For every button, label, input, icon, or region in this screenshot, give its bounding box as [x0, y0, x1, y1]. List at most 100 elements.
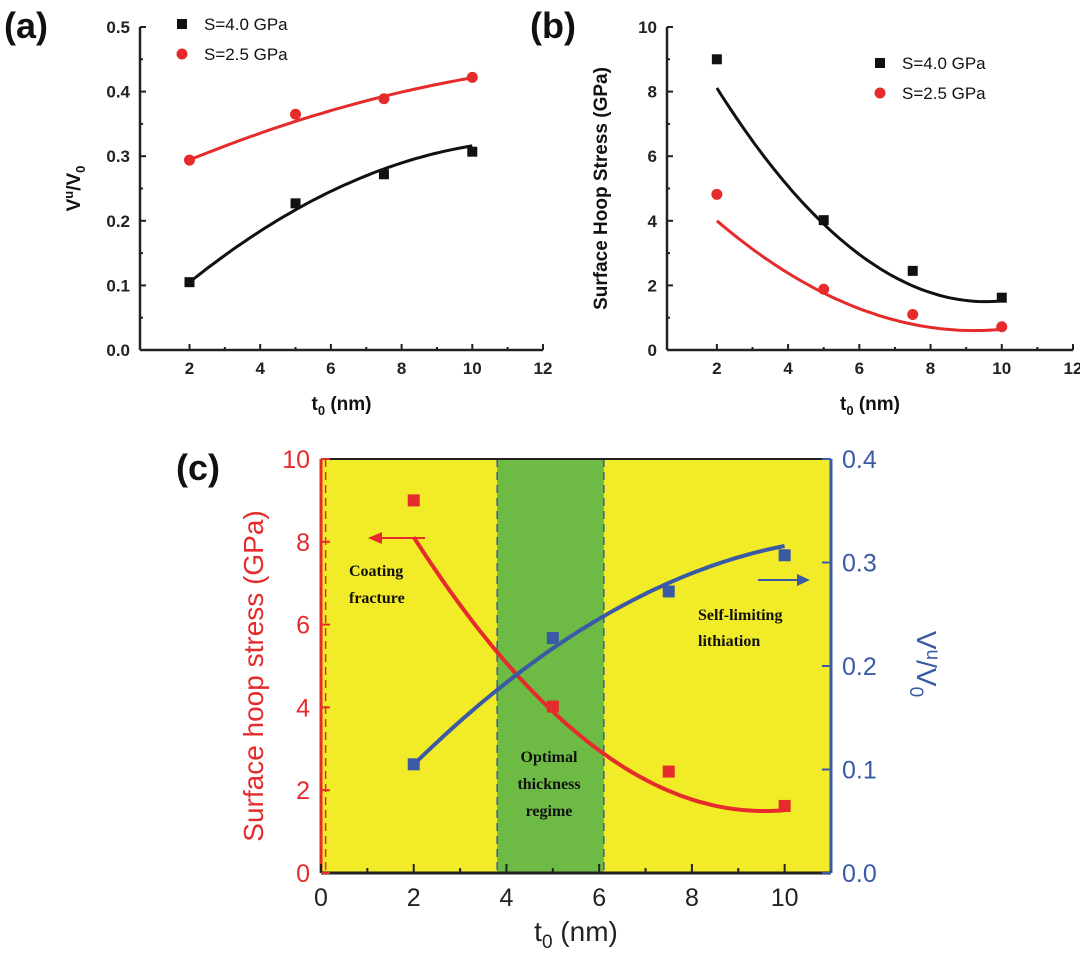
legend-label-0: S=4.0 GPa — [204, 15, 288, 34]
data-point-stress — [778, 799, 791, 812]
y-tick-label: 0 — [648, 341, 657, 360]
y-tick-label: 0.5 — [106, 18, 130, 37]
panel-b-label: (b) — [530, 5, 576, 46]
x-axis-label: t0 (nm) — [840, 394, 900, 418]
data-point-0 — [290, 198, 301, 209]
right-arrow-head — [797, 574, 810, 586]
data-point-stress — [407, 494, 420, 507]
data-point-0 — [378, 169, 389, 180]
y-tick-label: 10 — [638, 18, 657, 37]
left-arrow-head — [368, 532, 382, 544]
data-point-1 — [996, 321, 1008, 333]
y-axis-label-main: V — [64, 198, 85, 211]
y-tick-label: 8 — [648, 83, 657, 102]
data-point-volume — [778, 549, 791, 562]
x-tick-label: 8 — [397, 359, 406, 378]
data-point-stress — [546, 700, 559, 713]
data-point-volume — [407, 758, 420, 771]
fit-line-volume — [412, 543, 786, 766]
left-y-tick-label: 4 — [296, 694, 310, 722]
data-point-1 — [183, 154, 195, 166]
left-y-tick-label: 10 — [282, 446, 310, 474]
fit-line-0 — [188, 144, 473, 284]
annotation-optimal: Optimal — [521, 749, 578, 766]
annotation-self-limiting: Self-limiting — [698, 607, 782, 624]
legend-marker-1 — [176, 48, 188, 60]
right-y-tick-label: 0.3 — [842, 550, 877, 578]
legend-marker-1 — [874, 87, 886, 99]
data-point-1 — [907, 308, 919, 320]
x-axis-label: t0 (nm) — [312, 394, 372, 418]
right-y-axis-label-sub: 0 — [905, 687, 926, 698]
left-y-tick-label: 6 — [296, 612, 310, 640]
right-y-tick-label: 0.0 — [842, 860, 877, 888]
data-point-0 — [818, 215, 829, 226]
x-axis-label-rest: (nm) — [553, 916, 618, 947]
right-y-axis-label-main: V — [911, 631, 942, 650]
x-tick-label: 8 — [926, 359, 935, 378]
right-y-axis-label: Vu/V0 — [905, 631, 943, 697]
legend-label-0: S=4.0 GPa — [902, 54, 986, 73]
y-tick-label: 0.0 — [106, 341, 130, 360]
legend-label-1: S=2.5 GPa — [204, 45, 288, 64]
y-axis-label-mid: /V — [64, 172, 85, 190]
x-axis-label-rest: (nm) — [854, 394, 900, 415]
x-tick-label: 4 — [255, 359, 265, 378]
data-point-1 — [290, 108, 302, 120]
x-axis-label-main: t — [312, 394, 319, 415]
fit-line-1 — [188, 76, 473, 162]
left-y-tick-label: 0 — [296, 860, 310, 888]
x-tick-label: 6 — [592, 884, 606, 912]
fit-line-stress — [412, 536, 785, 813]
left-arrow — [368, 532, 425, 544]
panel-c-label: (c) — [176, 447, 220, 488]
y-tick-label: 4 — [648, 212, 658, 231]
x-axis-label-sub: 0 — [542, 932, 553, 953]
right-arrow — [758, 574, 810, 586]
optimal-band — [497, 459, 604, 873]
data-point-0 — [907, 265, 918, 276]
y-tick-label: 6 — [648, 147, 657, 166]
data-point-volume — [546, 632, 559, 645]
legend-label-1: S=2.5 GPa — [902, 84, 986, 103]
annotation-coating: Coating — [349, 563, 403, 580]
y-axis-label: Vu/V0 — [61, 166, 88, 212]
left-y-tick-label: 8 — [296, 529, 310, 557]
x-tick-label: 8 — [685, 884, 699, 912]
y-tick-label: 0.2 — [106, 212, 130, 231]
y-tick-label: 0.3 — [106, 147, 130, 166]
x-tick-label: 2 — [185, 359, 194, 378]
right-y-tick-label: 0.1 — [842, 757, 877, 785]
x-axis-label-main: t — [534, 916, 542, 947]
chart-a: 2 4 6 8 10 120.00.10.20.30.40.5t0 (nm)Vu/V0S=… — [61, 15, 552, 418]
data-point-0 — [184, 277, 195, 288]
x-tick-label: 6 — [326, 359, 335, 378]
y-tick-label: 2 — [648, 276, 657, 295]
x-axis-label-rest: (nm) — [325, 394, 371, 415]
x-tick-label: 2 — [712, 359, 721, 378]
x-axis-label: t0 (nm) — [534, 916, 618, 953]
left-y-tick-label: 2 — [296, 777, 310, 805]
legend-marker-0 — [177, 19, 187, 29]
y-tick-label: 0.1 — [106, 276, 130, 295]
fit-line-1 — [715, 219, 1002, 333]
y-axis-label-sup: u — [61, 191, 76, 199]
y-axis-label-sub: 0 — [73, 166, 88, 173]
x-tick-label: 10 — [771, 884, 799, 912]
left-y-axis-label: Surface hoop stress (GPa) — [238, 510, 269, 841]
x-axis-label-sub: 0 — [318, 403, 325, 418]
x-tick-label: 10 — [992, 359, 1011, 378]
x-tick-label: 10 — [463, 359, 482, 378]
data-point-1 — [378, 93, 390, 105]
annotation-regime: regime — [526, 803, 573, 820]
data-point-0 — [467, 146, 478, 157]
right-y-tick-label: 0.2 — [842, 653, 877, 681]
x-axis-label-main: t — [840, 394, 847, 415]
data-point-stress — [662, 765, 675, 778]
x-tick-label: 4 — [500, 884, 514, 912]
right-y-axis-label-sup: u — [922, 650, 943, 661]
fit-line-0 — [715, 87, 1002, 304]
annotation-lithiation: lithiation — [698, 633, 760, 650]
